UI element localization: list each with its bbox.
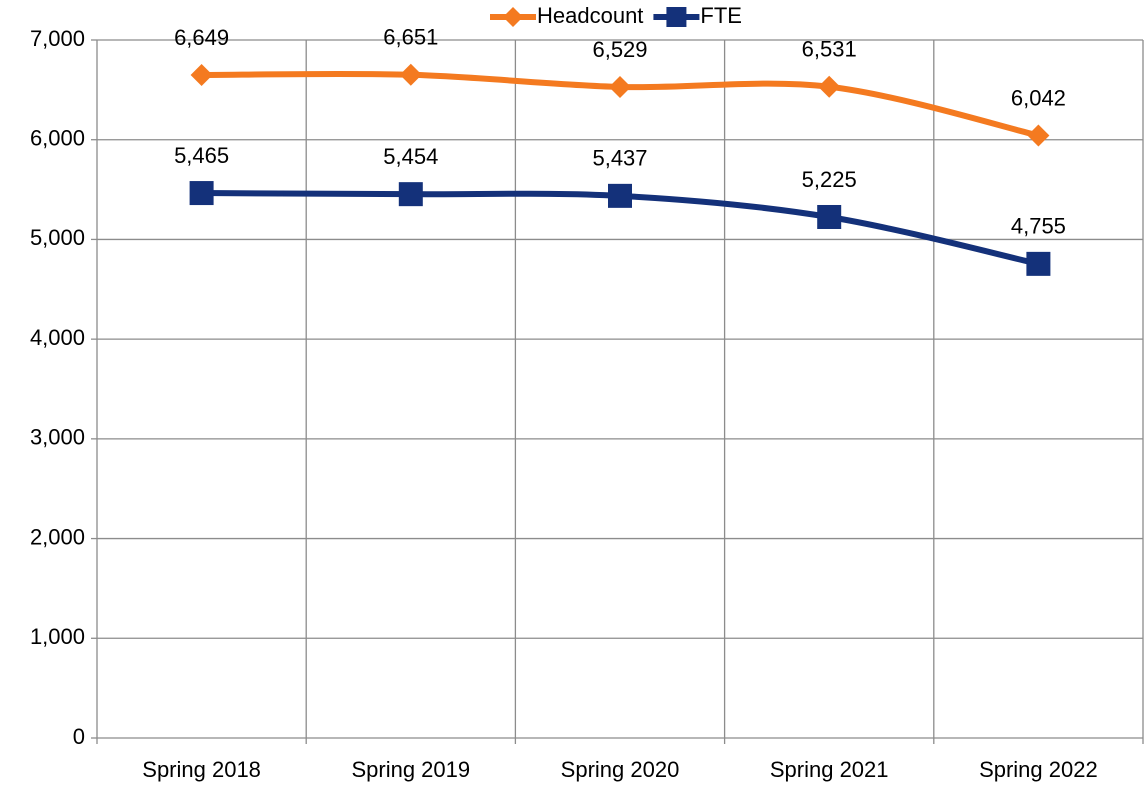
x-tick-label: Spring 2018: [142, 757, 261, 782]
legend-label: FTE: [700, 3, 742, 28]
marker: [398, 182, 423, 207]
data-label: 6,042: [1011, 85, 1066, 110]
y-tick-label: 7,000: [30, 26, 85, 51]
y-tick-label: 1,000: [30, 624, 85, 649]
marker: [189, 181, 214, 206]
x-tick-label: Spring 2019: [351, 757, 470, 782]
marker: [1027, 124, 1050, 147]
data-label: 6,651: [383, 25, 438, 50]
marker: [817, 204, 842, 229]
x-tick-label: Spring 2022: [979, 757, 1098, 782]
marker: [818, 75, 841, 98]
data-label: 6,649: [174, 25, 229, 50]
marker: [190, 63, 213, 86]
data-label: 5,465: [174, 143, 229, 168]
x-tick-label: Spring 2021: [770, 757, 889, 782]
marker: [399, 63, 422, 86]
y-tick-label: 4,000: [30, 325, 85, 350]
legend-marker: [666, 7, 687, 27]
y-tick-label: 0: [73, 724, 85, 749]
data-label: 5,225: [802, 167, 857, 192]
marker: [609, 75, 631, 98]
y-tick-label: 5,000: [30, 225, 85, 250]
legend-label: Headcount: [537, 3, 643, 28]
data-label: 4,755: [1011, 214, 1066, 239]
data-label: 5,454: [383, 144, 438, 169]
legend-item: FTE: [653, 3, 742, 28]
marker: [1026, 251, 1051, 276]
data-label: 6,529: [592, 37, 647, 62]
data-label: 6,531: [802, 37, 857, 62]
y-tick-label: 6,000: [30, 126, 85, 151]
data-label: 5,437: [592, 146, 647, 171]
marker: [608, 183, 632, 208]
x-tick-label: Spring 2020: [561, 757, 680, 782]
y-tick-label: 2,000: [30, 524, 85, 549]
legend-marker: [503, 7, 523, 27]
legend-item: Headcount: [490, 3, 643, 28]
y-tick-label: 3,000: [30, 425, 85, 450]
